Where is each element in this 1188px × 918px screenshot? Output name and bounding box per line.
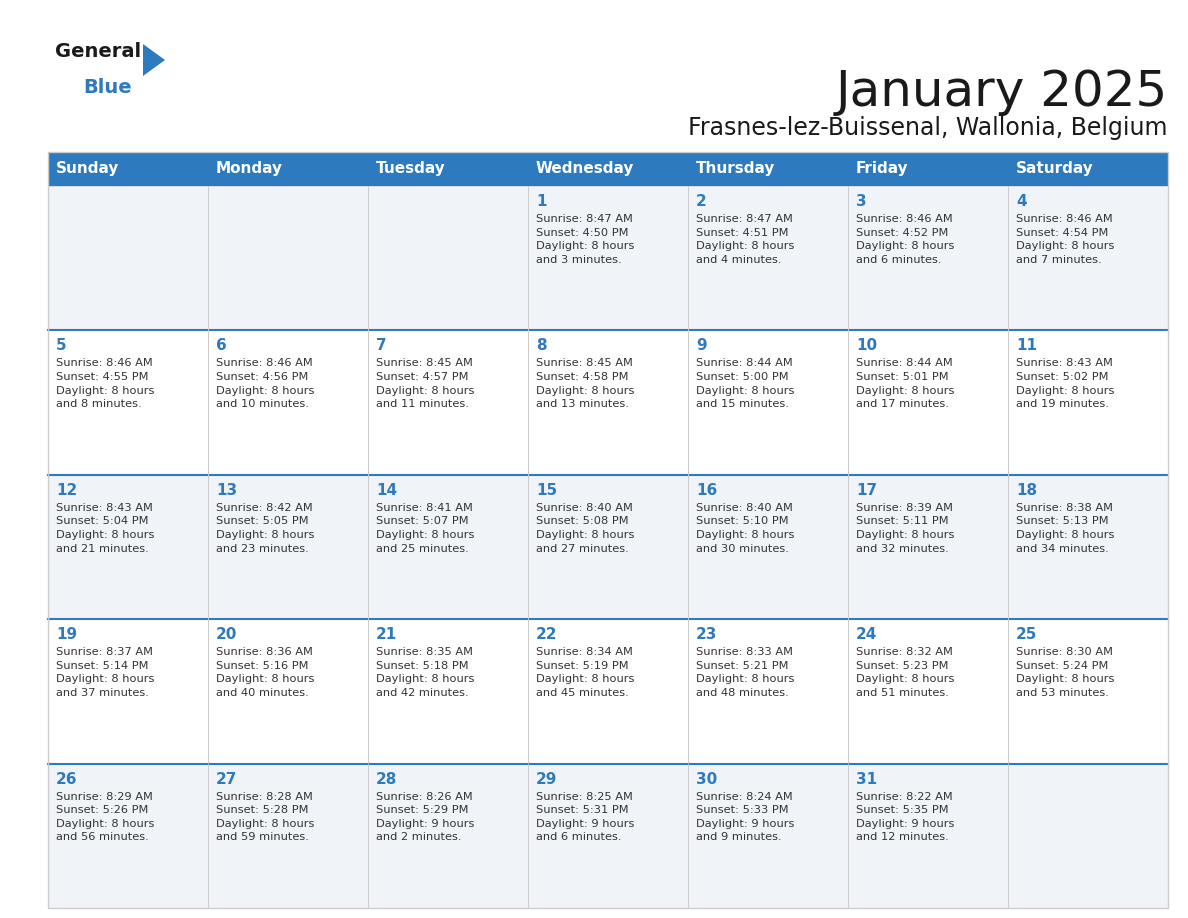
Bar bbox=[48, 330, 1168, 475]
Text: Sunrise: 8:36 AM
Sunset: 5:16 PM
Daylight: 8 hours
and 40 minutes.: Sunrise: 8:36 AM Sunset: 5:16 PM Dayligh… bbox=[216, 647, 315, 698]
Text: 27: 27 bbox=[216, 772, 238, 787]
Text: Sunrise: 8:29 AM
Sunset: 5:26 PM
Daylight: 8 hours
and 56 minutes.: Sunrise: 8:29 AM Sunset: 5:26 PM Dayligh… bbox=[56, 791, 154, 843]
Text: Sunrise: 8:35 AM
Sunset: 5:18 PM
Daylight: 8 hours
and 42 minutes.: Sunrise: 8:35 AM Sunset: 5:18 PM Dayligh… bbox=[375, 647, 474, 698]
Text: Sunrise: 8:38 AM
Sunset: 5:13 PM
Daylight: 8 hours
and 34 minutes.: Sunrise: 8:38 AM Sunset: 5:13 PM Dayligh… bbox=[1016, 503, 1114, 554]
Text: 14: 14 bbox=[375, 483, 397, 498]
Text: 1: 1 bbox=[536, 194, 546, 209]
Text: 5: 5 bbox=[56, 339, 67, 353]
Text: Sunrise: 8:42 AM
Sunset: 5:05 PM
Daylight: 8 hours
and 23 minutes.: Sunrise: 8:42 AM Sunset: 5:05 PM Dayligh… bbox=[216, 503, 315, 554]
Text: Sunday: Sunday bbox=[56, 162, 119, 176]
Text: Saturday: Saturday bbox=[1016, 162, 1094, 176]
Bar bbox=[48, 186, 1168, 330]
Text: 6: 6 bbox=[216, 339, 227, 353]
Text: 16: 16 bbox=[696, 483, 718, 498]
Text: 22: 22 bbox=[536, 627, 557, 643]
Text: 25: 25 bbox=[1016, 627, 1037, 643]
Text: Tuesday: Tuesday bbox=[375, 162, 446, 176]
Text: 15: 15 bbox=[536, 483, 557, 498]
Bar bbox=[48, 620, 1168, 764]
Text: 31: 31 bbox=[857, 772, 877, 787]
Text: 19: 19 bbox=[56, 627, 77, 643]
Text: Sunrise: 8:45 AM
Sunset: 4:58 PM
Daylight: 8 hours
and 13 minutes.: Sunrise: 8:45 AM Sunset: 4:58 PM Dayligh… bbox=[536, 358, 634, 409]
Text: Sunrise: 8:25 AM
Sunset: 5:31 PM
Daylight: 9 hours
and 6 minutes.: Sunrise: 8:25 AM Sunset: 5:31 PM Dayligh… bbox=[536, 791, 634, 843]
Bar bbox=[48, 152, 1168, 908]
Text: Wednesday: Wednesday bbox=[536, 162, 634, 176]
Bar bbox=[48, 152, 1168, 186]
Text: Sunrise: 8:46 AM
Sunset: 4:54 PM
Daylight: 8 hours
and 7 minutes.: Sunrise: 8:46 AM Sunset: 4:54 PM Dayligh… bbox=[1016, 214, 1114, 264]
Text: 23: 23 bbox=[696, 627, 718, 643]
Text: 18: 18 bbox=[1016, 483, 1037, 498]
Text: 4: 4 bbox=[1016, 194, 1026, 209]
Text: Sunrise: 8:24 AM
Sunset: 5:33 PM
Daylight: 9 hours
and 9 minutes.: Sunrise: 8:24 AM Sunset: 5:33 PM Dayligh… bbox=[696, 791, 795, 843]
Text: 9: 9 bbox=[696, 339, 707, 353]
Text: Sunrise: 8:46 AM
Sunset: 4:52 PM
Daylight: 8 hours
and 6 minutes.: Sunrise: 8:46 AM Sunset: 4:52 PM Dayligh… bbox=[857, 214, 954, 264]
Text: 26: 26 bbox=[56, 772, 77, 787]
Text: Sunrise: 8:46 AM
Sunset: 4:56 PM
Daylight: 8 hours
and 10 minutes.: Sunrise: 8:46 AM Sunset: 4:56 PM Dayligh… bbox=[216, 358, 315, 409]
Text: 24: 24 bbox=[857, 627, 878, 643]
Text: Sunrise: 8:34 AM
Sunset: 5:19 PM
Daylight: 8 hours
and 45 minutes.: Sunrise: 8:34 AM Sunset: 5:19 PM Dayligh… bbox=[536, 647, 634, 698]
Text: 3: 3 bbox=[857, 194, 866, 209]
Bar bbox=[48, 764, 1168, 908]
Text: Monday: Monday bbox=[216, 162, 283, 176]
Polygon shape bbox=[143, 44, 165, 76]
Text: 17: 17 bbox=[857, 483, 877, 498]
Text: 12: 12 bbox=[56, 483, 77, 498]
Text: Sunrise: 8:40 AM
Sunset: 5:08 PM
Daylight: 8 hours
and 27 minutes.: Sunrise: 8:40 AM Sunset: 5:08 PM Dayligh… bbox=[536, 503, 634, 554]
Text: Sunrise: 8:26 AM
Sunset: 5:29 PM
Daylight: 9 hours
and 2 minutes.: Sunrise: 8:26 AM Sunset: 5:29 PM Dayligh… bbox=[375, 791, 474, 843]
Text: General: General bbox=[55, 42, 141, 61]
Text: 20: 20 bbox=[216, 627, 238, 643]
Text: Sunrise: 8:47 AM
Sunset: 4:51 PM
Daylight: 8 hours
and 4 minutes.: Sunrise: 8:47 AM Sunset: 4:51 PM Dayligh… bbox=[696, 214, 795, 264]
Text: January 2025: January 2025 bbox=[835, 68, 1168, 116]
Text: Sunrise: 8:45 AM
Sunset: 4:57 PM
Daylight: 8 hours
and 11 minutes.: Sunrise: 8:45 AM Sunset: 4:57 PM Dayligh… bbox=[375, 358, 474, 409]
Text: Sunrise: 8:33 AM
Sunset: 5:21 PM
Daylight: 8 hours
and 48 minutes.: Sunrise: 8:33 AM Sunset: 5:21 PM Dayligh… bbox=[696, 647, 795, 698]
Text: Sunrise: 8:46 AM
Sunset: 4:55 PM
Daylight: 8 hours
and 8 minutes.: Sunrise: 8:46 AM Sunset: 4:55 PM Dayligh… bbox=[56, 358, 154, 409]
Text: 8: 8 bbox=[536, 339, 546, 353]
Text: 11: 11 bbox=[1016, 339, 1037, 353]
Text: Friday: Friday bbox=[857, 162, 909, 176]
Text: Sunrise: 8:30 AM
Sunset: 5:24 PM
Daylight: 8 hours
and 53 minutes.: Sunrise: 8:30 AM Sunset: 5:24 PM Dayligh… bbox=[1016, 647, 1114, 698]
Text: Sunrise: 8:43 AM
Sunset: 5:04 PM
Daylight: 8 hours
and 21 minutes.: Sunrise: 8:43 AM Sunset: 5:04 PM Dayligh… bbox=[56, 503, 154, 554]
Text: 2: 2 bbox=[696, 194, 707, 209]
Text: 7: 7 bbox=[375, 339, 386, 353]
Text: Sunrise: 8:32 AM
Sunset: 5:23 PM
Daylight: 8 hours
and 51 minutes.: Sunrise: 8:32 AM Sunset: 5:23 PM Dayligh… bbox=[857, 647, 954, 698]
Text: Sunrise: 8:47 AM
Sunset: 4:50 PM
Daylight: 8 hours
and 3 minutes.: Sunrise: 8:47 AM Sunset: 4:50 PM Dayligh… bbox=[536, 214, 634, 264]
Text: Sunrise: 8:22 AM
Sunset: 5:35 PM
Daylight: 9 hours
and 12 minutes.: Sunrise: 8:22 AM Sunset: 5:35 PM Dayligh… bbox=[857, 791, 954, 843]
Text: Sunrise: 8:40 AM
Sunset: 5:10 PM
Daylight: 8 hours
and 30 minutes.: Sunrise: 8:40 AM Sunset: 5:10 PM Dayligh… bbox=[696, 503, 795, 554]
Text: 10: 10 bbox=[857, 339, 877, 353]
Text: 28: 28 bbox=[375, 772, 397, 787]
Text: Frasnes-lez-Buissenal, Wallonia, Belgium: Frasnes-lez-Buissenal, Wallonia, Belgium bbox=[689, 116, 1168, 140]
Text: Sunrise: 8:28 AM
Sunset: 5:28 PM
Daylight: 8 hours
and 59 minutes.: Sunrise: 8:28 AM Sunset: 5:28 PM Dayligh… bbox=[216, 791, 315, 843]
Text: Sunrise: 8:44 AM
Sunset: 5:00 PM
Daylight: 8 hours
and 15 minutes.: Sunrise: 8:44 AM Sunset: 5:00 PM Dayligh… bbox=[696, 358, 795, 409]
Text: 29: 29 bbox=[536, 772, 557, 787]
Bar bbox=[48, 475, 1168, 620]
Text: Sunrise: 8:37 AM
Sunset: 5:14 PM
Daylight: 8 hours
and 37 minutes.: Sunrise: 8:37 AM Sunset: 5:14 PM Dayligh… bbox=[56, 647, 154, 698]
Text: Sunrise: 8:44 AM
Sunset: 5:01 PM
Daylight: 8 hours
and 17 minutes.: Sunrise: 8:44 AM Sunset: 5:01 PM Dayligh… bbox=[857, 358, 954, 409]
Text: 21: 21 bbox=[375, 627, 397, 643]
Text: Blue: Blue bbox=[83, 78, 132, 97]
Text: 13: 13 bbox=[216, 483, 238, 498]
Text: 30: 30 bbox=[696, 772, 718, 787]
Text: Sunrise: 8:41 AM
Sunset: 5:07 PM
Daylight: 8 hours
and 25 minutes.: Sunrise: 8:41 AM Sunset: 5:07 PM Dayligh… bbox=[375, 503, 474, 554]
Text: Sunrise: 8:43 AM
Sunset: 5:02 PM
Daylight: 8 hours
and 19 minutes.: Sunrise: 8:43 AM Sunset: 5:02 PM Dayligh… bbox=[1016, 358, 1114, 409]
Text: Sunrise: 8:39 AM
Sunset: 5:11 PM
Daylight: 8 hours
and 32 minutes.: Sunrise: 8:39 AM Sunset: 5:11 PM Dayligh… bbox=[857, 503, 954, 554]
Text: Thursday: Thursday bbox=[696, 162, 776, 176]
